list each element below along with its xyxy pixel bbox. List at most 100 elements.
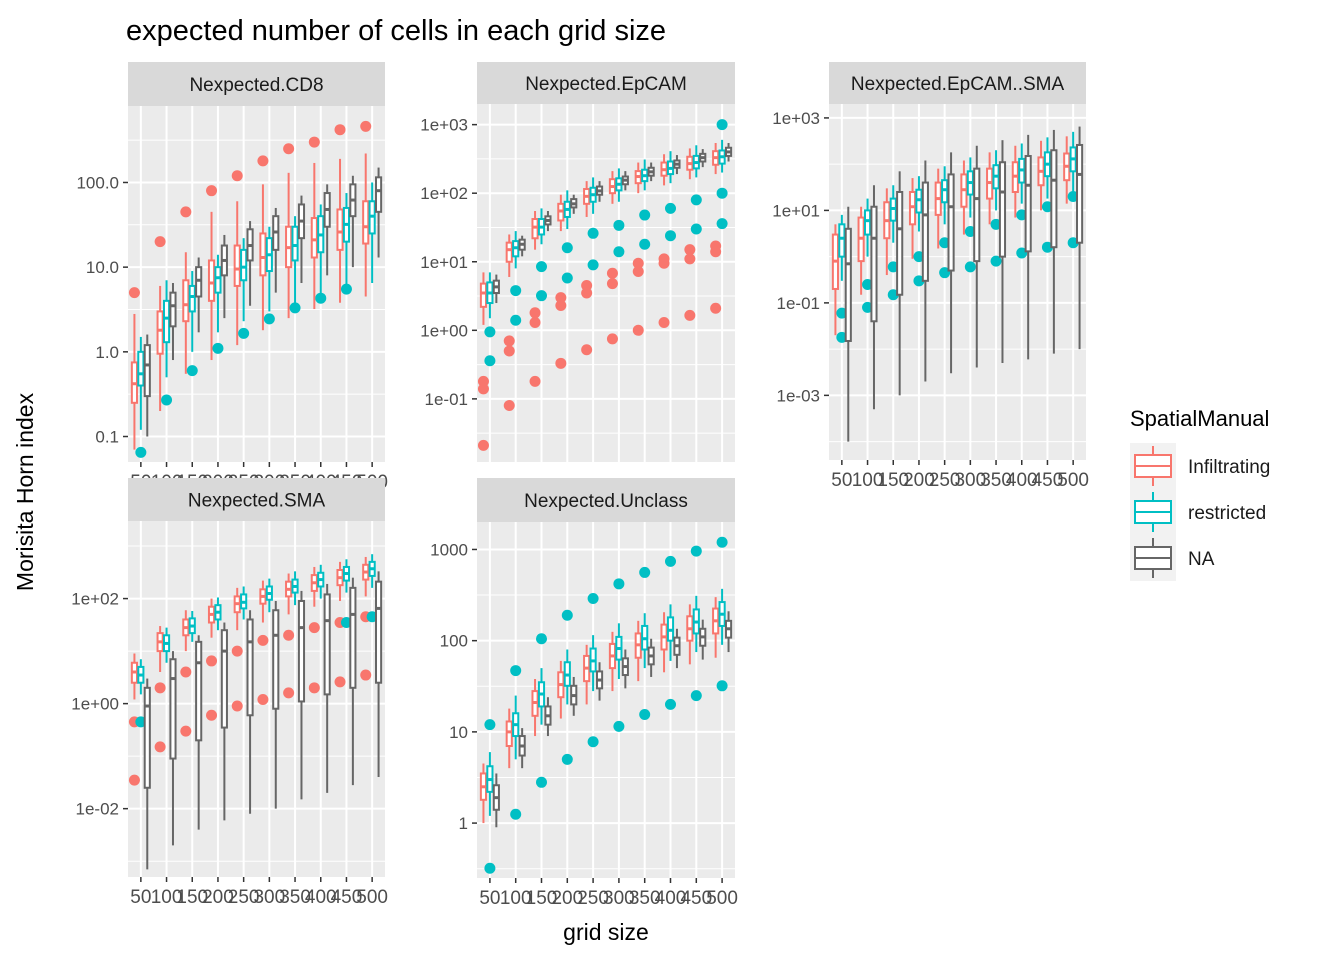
outlier-point xyxy=(154,236,166,248)
box-infiltrating xyxy=(857,206,865,295)
box-iqr xyxy=(870,205,878,323)
box-na xyxy=(699,619,707,660)
outlier-point xyxy=(690,223,702,235)
outlier-point xyxy=(289,302,301,314)
box-infiltrating xyxy=(557,660,565,719)
outlier-point xyxy=(587,227,599,239)
outlier-point xyxy=(477,383,489,395)
outlier-point xyxy=(690,545,702,557)
outlier-point xyxy=(587,259,599,271)
y-tick-label: 1e+00 xyxy=(420,321,468,340)
outlier-point xyxy=(231,700,243,712)
legend-label: NA xyxy=(1188,549,1215,570)
outlier-point xyxy=(639,238,651,250)
box-infiltrating xyxy=(531,678,539,737)
box-restricted xyxy=(484,719,496,874)
box-infiltrating xyxy=(283,143,295,319)
box-na xyxy=(947,152,955,374)
box-iqr xyxy=(156,310,164,355)
box-infiltrating xyxy=(503,234,515,412)
box-na xyxy=(375,571,383,778)
outlier-point xyxy=(257,155,269,167)
chart-title: expected number of cells in each grid si… xyxy=(126,15,666,47)
box-na xyxy=(349,175,357,268)
y-tick-label: 1e-01 xyxy=(777,294,820,313)
box-restricted xyxy=(240,586,248,620)
legend-label: Infiltrating xyxy=(1188,457,1270,478)
outlier-point xyxy=(1016,247,1028,259)
outlier-point xyxy=(684,253,696,265)
facet-panel: Nexpected.EpCAM..SMA 1e-03 1e-01 1e+01 1e+03… xyxy=(772,62,1089,491)
box-iqr xyxy=(291,225,299,262)
box-iqr xyxy=(297,599,306,703)
box-restricted xyxy=(716,536,728,692)
box-iqr xyxy=(896,190,904,296)
box-restricted xyxy=(135,336,147,458)
outlier-point xyxy=(613,578,625,590)
outlier-point xyxy=(710,302,722,314)
outlier-point xyxy=(964,225,976,237)
outlier-point xyxy=(561,242,573,254)
x-tick-label: 200 xyxy=(903,470,935,491)
box-infiltrating xyxy=(1037,140,1045,211)
outlier-point xyxy=(257,693,269,705)
box-restricted xyxy=(162,627,171,663)
box-infiltrating xyxy=(632,162,644,336)
box-na xyxy=(297,195,306,283)
box-restricted xyxy=(484,272,496,367)
outlier-point xyxy=(862,278,874,290)
box-infiltrating xyxy=(505,708,513,769)
box-na xyxy=(1050,129,1058,354)
y-tick-label: 1e+03 xyxy=(420,116,468,135)
box-restricted xyxy=(990,150,1002,267)
box-infiltrating xyxy=(908,178,917,259)
box-infiltrating xyxy=(334,124,346,303)
x-tick-label: 50 xyxy=(479,888,500,909)
outlier-point xyxy=(238,327,250,339)
outlier-point xyxy=(315,292,327,304)
outlier-point xyxy=(665,202,676,214)
box-infiltrating xyxy=(831,224,839,336)
y-tick-label: 1e-02 xyxy=(76,800,119,819)
outlier-point xyxy=(887,289,899,301)
box-na xyxy=(492,274,500,304)
box-restricted xyxy=(639,159,651,250)
box-infiltrating xyxy=(1063,136,1071,204)
outlier-point xyxy=(684,244,696,256)
box-na xyxy=(169,651,177,846)
outlier-point xyxy=(632,257,644,269)
outlier-point xyxy=(716,187,728,199)
box-restricted xyxy=(836,214,848,343)
box-iqr xyxy=(1024,155,1032,253)
box-na xyxy=(272,207,280,293)
outlier-point xyxy=(710,246,722,258)
box-infiltrating xyxy=(529,210,541,387)
outlier-point xyxy=(212,342,224,354)
box-na xyxy=(518,235,526,257)
box-iqr xyxy=(479,282,488,308)
outlier-point xyxy=(939,267,951,279)
box-iqr xyxy=(143,344,151,398)
box-iqr xyxy=(375,176,383,213)
box-na xyxy=(246,610,254,814)
box-infiltrating xyxy=(634,620,642,682)
box-iqr xyxy=(162,299,171,344)
outlier-point xyxy=(366,611,378,623)
box-na xyxy=(375,167,383,258)
x-tick-label: 50 xyxy=(831,470,852,491)
facet-strip-label: Nexpected.SMA xyxy=(188,491,326,512)
box-infiltrating xyxy=(608,631,617,692)
outlier-point xyxy=(555,292,567,304)
box-infiltrating xyxy=(1011,145,1019,218)
box-infiltrating xyxy=(231,170,243,346)
box-restricted xyxy=(536,208,547,302)
box-restricted xyxy=(939,166,951,279)
box-na xyxy=(518,728,526,769)
y-tick-label: 1e+00 xyxy=(71,695,119,714)
box-iqr xyxy=(240,248,248,282)
outlier-point xyxy=(536,633,547,645)
box-restricted xyxy=(561,190,573,284)
box-infiltrating xyxy=(180,610,192,737)
outlier-point xyxy=(536,261,547,273)
box-restricted xyxy=(340,559,352,629)
